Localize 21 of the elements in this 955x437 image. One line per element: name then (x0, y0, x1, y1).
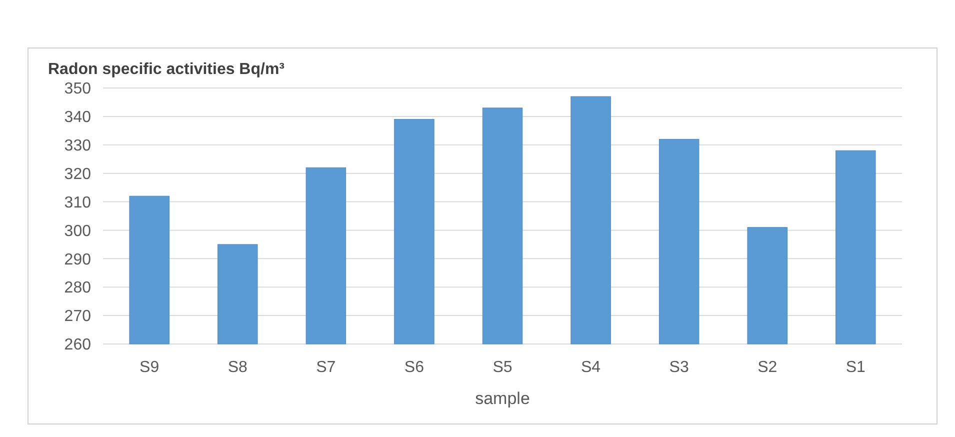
y-tick-label: 260 (64, 336, 92, 354)
y-tick-label: 350 (64, 80, 92, 98)
y-tick-label: 320 (64, 166, 92, 183)
y-tick-label: 340 (64, 109, 92, 126)
y-tick-label: 300 (64, 222, 92, 240)
x-tick-label: S8 (228, 359, 248, 376)
y-tick-label: 280 (64, 280, 92, 297)
x-tick-label: S6 (404, 359, 424, 376)
x-tick-label: S4 (581, 359, 601, 376)
x-tick-label: S9 (140, 359, 160, 376)
x-axis-title: sample (475, 389, 530, 408)
x-tick-label: S7 (316, 359, 336, 376)
x-tick-label: S2 (758, 359, 778, 376)
y-tick-label: 270 (64, 308, 92, 326)
y-tick-label: 290 (64, 251, 92, 268)
x-tick-label: S1 (846, 359, 866, 376)
y-tick-label: 310 (64, 194, 92, 212)
x-tick-label: S5 (492, 359, 512, 376)
y-tick-label: 330 (64, 137, 92, 154)
chart-title: Radon specific activities Bq/m³ (48, 61, 285, 78)
x-tick-label: S3 (669, 359, 689, 376)
